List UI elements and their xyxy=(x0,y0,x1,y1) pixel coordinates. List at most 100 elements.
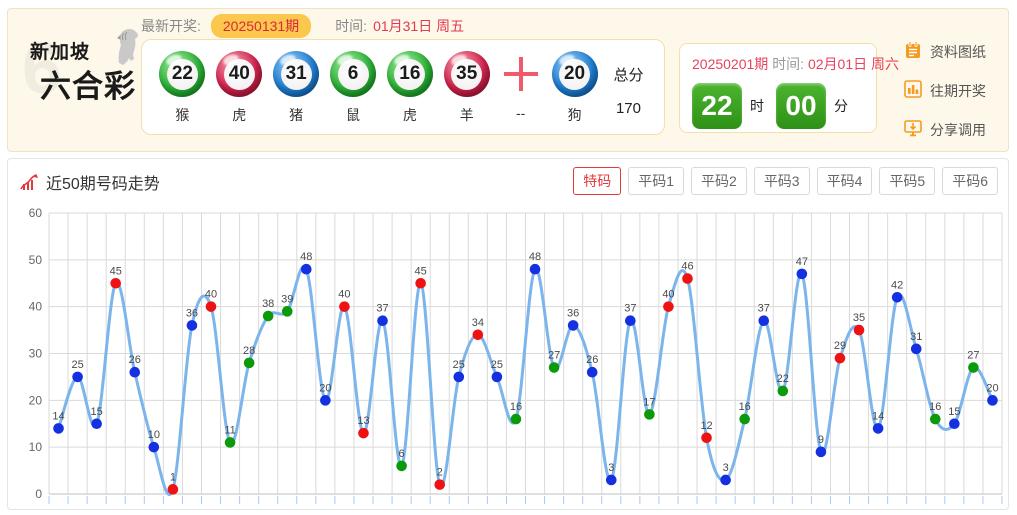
data-point xyxy=(301,263,312,275)
data-point xyxy=(320,395,331,406)
ball-zodiac: 虎 xyxy=(402,107,417,123)
ball-number: 31 xyxy=(280,58,312,90)
next-draw-countdown: 20250201期 时间: 02月01日 周六 22 时 00 分 xyxy=(679,43,899,133)
svg-text:11: 11 xyxy=(224,424,235,436)
svg-text:30: 30 xyxy=(29,347,43,361)
svg-text:35: 35 xyxy=(853,312,865,324)
svg-text:20: 20 xyxy=(29,393,43,407)
tab-平码2[interactable]: 平码2 xyxy=(691,167,747,195)
svg-text:48: 48 xyxy=(529,251,541,263)
latest-draw-line: 最新开奖: 20250131期 时间: 01月31日 周五 xyxy=(141,14,464,38)
svg-text:29: 29 xyxy=(834,340,846,352)
tab-平码3[interactable]: 平码3 xyxy=(753,167,810,195)
data-point xyxy=(815,446,827,458)
ball-zodiac: 虎 xyxy=(232,107,247,123)
ball-number: 35 xyxy=(451,58,483,90)
svg-text:50: 50 xyxy=(29,253,43,267)
tab-平码6[interactable]: 平码6 xyxy=(942,167,998,195)
ball-number: 16 xyxy=(394,58,426,90)
svg-text:40: 40 xyxy=(662,289,674,301)
data-point xyxy=(110,277,122,289)
data-point xyxy=(720,474,731,486)
chart-title-text: 近50期号码走势 xyxy=(46,176,160,193)
lottery-ball: 40 xyxy=(216,51,263,97)
svg-text:25: 25 xyxy=(491,359,503,371)
svg-text:37: 37 xyxy=(376,303,388,315)
ball-number: 22 xyxy=(166,58,198,90)
share-monitor-icon xyxy=(903,118,930,143)
site-logo: 6 新加坡 六合彩 xyxy=(22,27,140,127)
svg-text:36: 36 xyxy=(567,307,579,319)
svg-text:0: 0 xyxy=(35,487,42,501)
data-point xyxy=(224,437,236,448)
data-point xyxy=(129,366,141,378)
data-point xyxy=(53,423,64,434)
next-issue: 20250201期 xyxy=(692,56,769,72)
data-point xyxy=(625,315,636,327)
lottery-ball: 20 xyxy=(551,51,598,97)
notebook-icon xyxy=(903,40,930,65)
data-point xyxy=(72,371,83,383)
svg-text:38: 38 xyxy=(262,298,274,310)
next-draw-line: 20250201期 时间: 02月01日 周六 xyxy=(692,54,899,74)
data-point xyxy=(377,315,388,327)
data-point xyxy=(415,277,426,289)
merlion-icon xyxy=(117,29,138,65)
data-point xyxy=(148,441,160,453)
data-point xyxy=(339,301,350,312)
data-point xyxy=(777,385,789,397)
svg-text:27: 27 xyxy=(548,350,560,362)
svg-text:14: 14 xyxy=(872,410,884,422)
trend-icon xyxy=(20,174,38,190)
ball-number: 40 xyxy=(223,58,255,90)
tab-平码4[interactable]: 平码4 xyxy=(816,167,873,195)
lottery-ball-column: 31 猪 xyxy=(268,51,325,125)
minutes-label: 分 xyxy=(834,98,848,114)
menu-item-label: 资料图纸 xyxy=(930,44,986,60)
svg-text:40: 40 xyxy=(205,289,217,301)
data-point xyxy=(968,362,979,373)
data-point xyxy=(510,413,522,425)
data-point xyxy=(796,268,808,280)
menu-item-label: 往期开奖 xyxy=(930,83,986,99)
data-point xyxy=(987,395,998,406)
side-menu: 资料图纸 往期开奖 分享调用 xyxy=(903,39,1008,156)
data-point xyxy=(472,329,484,341)
lottery-ball-column: 35 羊 xyxy=(438,51,495,125)
ball-zodiac: 猪 xyxy=(289,107,304,123)
logo-watermark: 6 xyxy=(22,29,63,109)
svg-text:31: 31 xyxy=(910,331,922,343)
svg-text:16: 16 xyxy=(739,401,751,413)
data-point xyxy=(682,273,693,284)
svg-text:1: 1 xyxy=(170,471,176,483)
svg-text:15: 15 xyxy=(948,406,960,418)
menu-item-往期开奖[interactable]: 往期开奖 xyxy=(903,78,1008,104)
svg-text:42: 42 xyxy=(891,279,903,291)
latest-draw-label: 最新开奖: xyxy=(141,18,201,34)
draw-result-box: 22 猴 40 虎 31 猪 6 鼠 16 虎 35 羊 -- 20 狗总分 1… xyxy=(141,39,665,135)
tab-特码[interactable]: 特码 xyxy=(573,167,622,195)
svg-text:20: 20 xyxy=(986,382,998,394)
svg-text:14: 14 xyxy=(52,410,64,422)
ball-number: 20 xyxy=(559,58,591,90)
lottery-ball: 16 xyxy=(386,51,433,97)
chart-tabs: 特码 平码1 平码2 平码3 平码4 平码5 平码6 xyxy=(566,167,998,195)
data-point xyxy=(358,427,369,439)
tab-平码1[interactable]: 平码1 xyxy=(628,167,685,195)
menu-item-分享调用[interactable]: 分享调用 xyxy=(903,117,1008,143)
svg-text:22: 22 xyxy=(777,373,789,385)
svg-text:40: 40 xyxy=(29,300,43,314)
svg-text:3: 3 xyxy=(608,462,614,474)
svg-text:25: 25 xyxy=(453,359,465,371)
menu-item-资料图纸[interactable]: 资料图纸 xyxy=(903,39,1008,65)
tab-平码5[interactable]: 平码5 xyxy=(879,167,936,195)
svg-text:39: 39 xyxy=(281,293,293,305)
svg-text:15: 15 xyxy=(91,406,103,418)
svg-text:46: 46 xyxy=(681,261,693,273)
ball-number: 6 xyxy=(337,58,369,90)
svg-text:45: 45 xyxy=(110,265,122,277)
lottery-ball: 22 xyxy=(159,51,206,97)
svg-text:45: 45 xyxy=(415,265,427,277)
data-point xyxy=(605,474,617,486)
svg-text:37: 37 xyxy=(758,303,770,315)
